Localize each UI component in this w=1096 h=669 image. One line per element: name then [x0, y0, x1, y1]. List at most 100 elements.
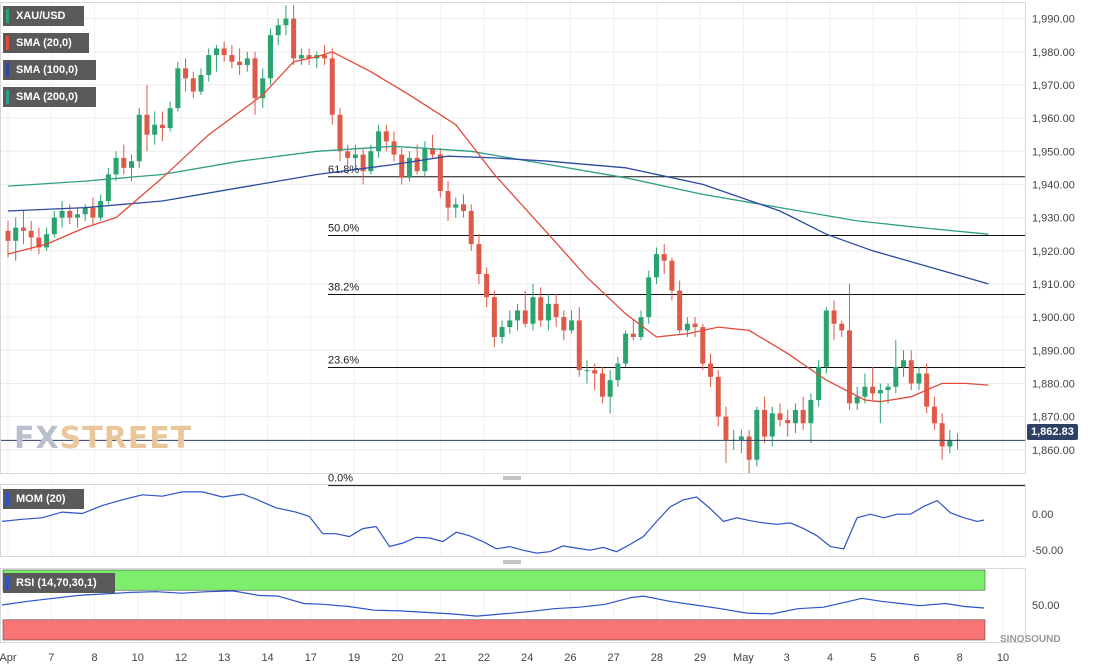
logo-street: STREET: [59, 421, 193, 456]
candle: [584, 360, 590, 384]
legend-sma20[interactable]: SMA (20,0): [3, 33, 89, 53]
candle-body: [708, 363, 714, 377]
candle-body: [615, 363, 621, 381]
candle: [360, 147, 366, 185]
candle: [816, 360, 822, 407]
candle-body: [916, 373, 922, 384]
candle: [298, 48, 304, 66]
y-tick-label: 1,940.00: [1032, 179, 1075, 191]
candle-body: [221, 48, 227, 56]
candle: [306, 48, 312, 66]
candle: [44, 227, 50, 251]
fib-level-label: 61.8%: [328, 164, 359, 176]
candle-body: [229, 55, 235, 62]
candle-body: [291, 18, 297, 59]
candle: [406, 151, 412, 182]
candle-body: [723, 416, 729, 440]
candle-body: [939, 423, 945, 447]
candle: [484, 267, 490, 308]
y-tick-label: 1,960.00: [1032, 113, 1075, 125]
candle-body: [136, 114, 142, 162]
candle: [5, 220, 11, 258]
fib-level-label: 23.6%: [328, 355, 359, 367]
y-tick-label: 1,870.00: [1032, 412, 1075, 424]
candle-body: [275, 25, 281, 36]
x-tick-label: 7: [48, 652, 54, 664]
candle: [530, 283, 536, 331]
candle: [260, 68, 266, 109]
mom-frame: [0, 484, 1026, 557]
rsi-frame: [0, 568, 1026, 643]
legend-symbol[interactable]: XAU/USD: [3, 6, 84, 26]
candle: [561, 310, 567, 341]
candle: [283, 5, 289, 36]
y-tick-label: 1,920.00: [1032, 246, 1075, 258]
candle-body: [244, 58, 250, 66]
candle-body: [368, 151, 374, 172]
candle: [653, 247, 659, 284]
candle-body: [460, 204, 466, 211]
candle: [700, 323, 706, 371]
candle: [901, 350, 907, 377]
fib-level-label: 0.0%: [328, 473, 353, 485]
current-price-tag: 1,862.83: [1027, 424, 1078, 440]
candle-body: [538, 297, 544, 321]
candle: [28, 220, 34, 251]
x-tick-label: 26: [564, 652, 576, 664]
candle-body: [406, 157, 412, 178]
legend-rsi[interactable]: RSI (14,70,30,1): [3, 573, 115, 593]
candle-body: [800, 409, 806, 424]
candle: [769, 406, 775, 447]
candle-body: [252, 58, 258, 99]
candle: [522, 290, 528, 328]
y-tick-label: 1,860.00: [1032, 445, 1075, 457]
candle-body: [746, 436, 752, 460]
candle: [715, 370, 721, 427]
candle: [792, 403, 798, 434]
candle: [267, 28, 273, 85]
mom-tick-label: -50.00: [1032, 545, 1063, 557]
candle: [144, 84, 150, 152]
candle-body: [28, 230, 34, 238]
candle: [74, 207, 80, 228]
candle: [13, 217, 19, 261]
y-tick-label: 1,930.00: [1032, 213, 1075, 225]
candle: [569, 310, 575, 334]
candle-body: [20, 227, 26, 231]
x-tick-label: 20: [391, 652, 403, 664]
legend-rsi-label: RSI (14,70,30,1): [16, 577, 97, 589]
candle-body: [661, 254, 667, 261]
candle-body: [499, 327, 505, 338]
candle: [229, 45, 235, 69]
candle-body: [553, 303, 559, 318]
candle: [198, 68, 204, 95]
watermark: SINOSOUND: [1000, 634, 1061, 645]
candle: [515, 303, 521, 331]
candle: [175, 61, 181, 112]
logo-fx: FX: [14, 421, 60, 456]
candle-body: [545, 303, 551, 321]
candle-body: [152, 124, 158, 135]
candle-body: [831, 310, 837, 324]
candle-body: [383, 131, 389, 142]
candle: [121, 144, 127, 175]
candle: [20, 210, 26, 245]
candle-body: [337, 114, 343, 152]
candle-body: [530, 297, 536, 324]
x-tick-label: 14: [261, 652, 273, 664]
sma100-line: [7, 155, 989, 285]
candle: [599, 366, 605, 404]
candle-body: [669, 260, 675, 291]
candle-body: [283, 18, 289, 26]
candle: [545, 293, 551, 331]
candle: [839, 320, 845, 338]
candle-body: [569, 320, 575, 331]
candle: [692, 317, 698, 338]
x-tick-label: 10: [132, 652, 144, 664]
legend-sma100[interactable]: SMA (100,0): [3, 60, 96, 80]
candle-body: [584, 370, 590, 372]
legend-mom[interactable]: MOM (20): [3, 489, 84, 509]
candle: [893, 340, 899, 394]
legend-sma200[interactable]: SMA (200,0): [3, 87, 96, 107]
candle: [213, 45, 219, 72]
